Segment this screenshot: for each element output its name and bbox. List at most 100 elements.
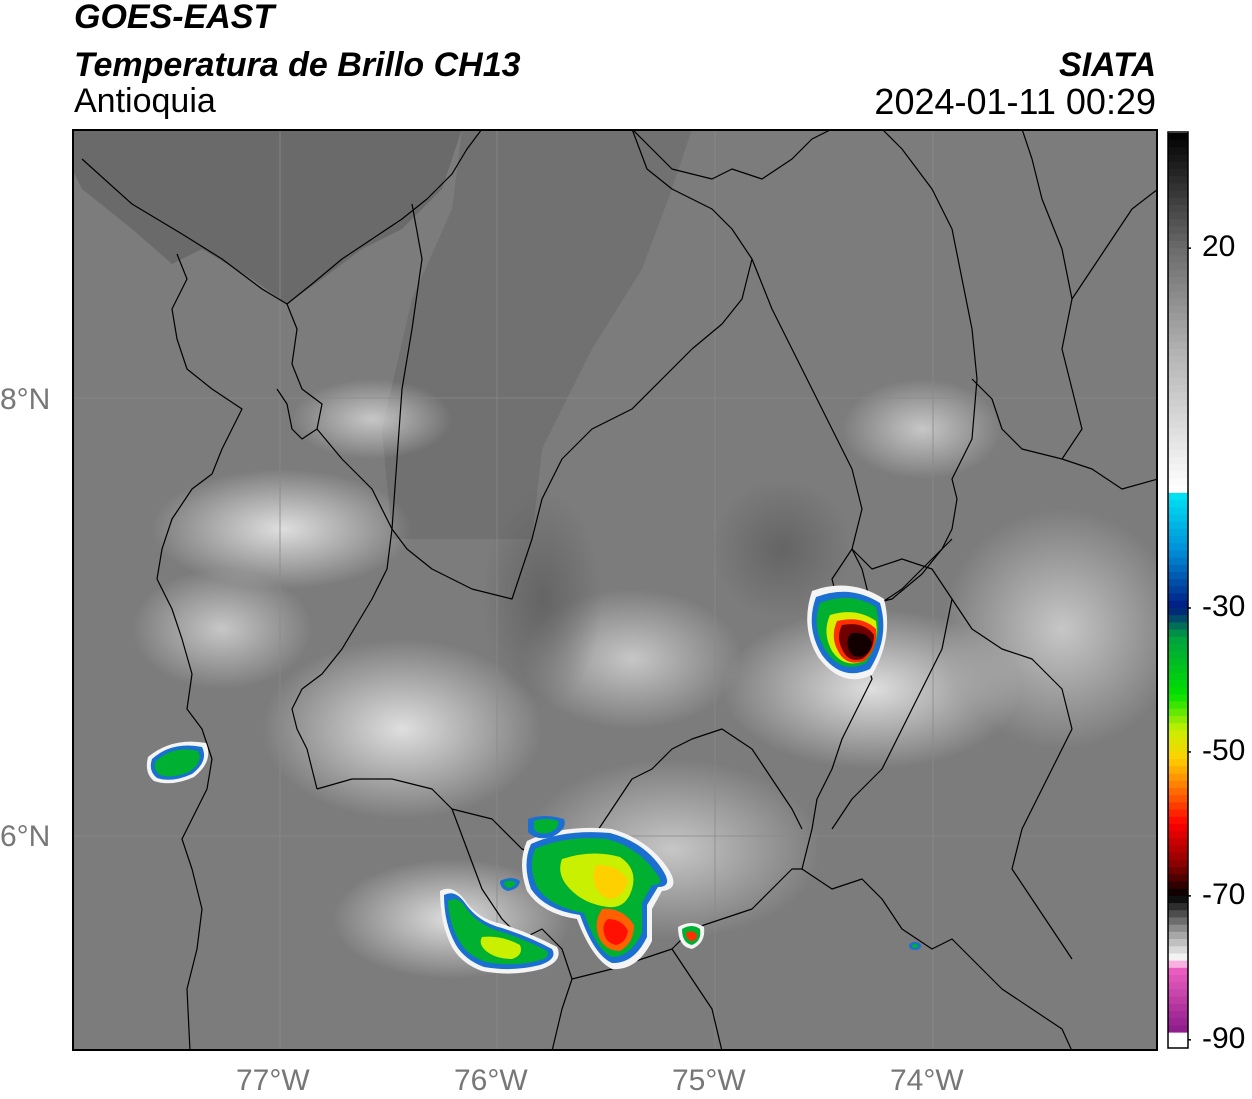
colorbar-band [1168, 392, 1188, 400]
colorbar-band [1168, 204, 1188, 213]
colorbar-tick-label: -50 [1202, 733, 1246, 767]
dark-patch-east [712, 479, 852, 619]
colorbar-bands [1168, 133, 1188, 1048]
cloud-field-northeast [842, 379, 1002, 479]
colorbar-band [1168, 413, 1188, 422]
colorbar-band [1168, 615, 1188, 623]
colorbar-band [1168, 212, 1188, 220]
colorbar-band [1168, 629, 1188, 638]
colorbar-band [1168, 895, 1188, 904]
santander-border [971, 378, 1157, 490]
product-title: Temperatura de Brillo CH13 [74, 46, 521, 84]
colorbar-band [1168, 600, 1188, 609]
cloud-field-central [262, 639, 542, 819]
colorbar-band [1168, 320, 1188, 328]
colorbar-band [1168, 816, 1188, 825]
colorbar-band [1168, 744, 1188, 753]
colorbar-band [1168, 910, 1188, 918]
colorbar-band [1168, 795, 1188, 803]
boundaries [81, 130, 1157, 1050]
colorbar-band [1168, 636, 1188, 645]
cell-tiny-east [909, 942, 921, 950]
venezuela-border [1071, 189, 1157, 300]
colorbar-band [1168, 672, 1188, 681]
colorbar-band [1168, 133, 1188, 141]
colorbar-band [1168, 471, 1188, 479]
colorbar-band [1168, 766, 1188, 774]
colorbar-band [1168, 312, 1188, 321]
colorbar-band [1168, 449, 1188, 458]
colorbar-band [1168, 262, 1188, 271]
antioquia-northeast-border [391, 130, 753, 600]
colorbar-band [1168, 579, 1188, 587]
datetime-label: 2024-01-11 00:29 [874, 81, 1156, 122]
colorbar-band [1168, 363, 1188, 371]
colorbar-band [1168, 1039, 1188, 1048]
colorbar-band [1168, 255, 1188, 263]
colorbar-band [1168, 154, 1188, 163]
colorbar-band [1168, 787, 1188, 796]
magdalena-medio-line [871, 538, 953, 610]
cell-southwest [440, 888, 559, 974]
colorbar-band [1168, 838, 1188, 846]
colorbar-band [1168, 140, 1188, 148]
colorbar-band [1168, 536, 1188, 544]
colorbar-band [1168, 1025, 1188, 1034]
satellite-title: GOES-EAST [74, 0, 275, 36]
colorbar-band [1168, 377, 1188, 386]
boyaca-border [831, 548, 953, 830]
colorbar-band [1168, 931, 1188, 940]
colorbar-band [1168, 550, 1188, 559]
map-frame [72, 129, 1158, 1051]
colorbar-band [1168, 852, 1188, 861]
colorbar-band [1168, 276, 1188, 285]
colorbar-band [1168, 233, 1188, 242]
lon-label-76w: 76°W [454, 1064, 528, 1097]
lat-label-8n: 8°N [0, 383, 51, 416]
colorbar-band [1168, 284, 1188, 292]
colorbar-band [1168, 1032, 1188, 1041]
lon-label-77w: 77°W [236, 1064, 310, 1097]
colorbar-band [1168, 500, 1188, 508]
colorbar-band [1168, 982, 1188, 990]
colorbar-band [1168, 420, 1188, 429]
colorbar-band [1168, 456, 1188, 465]
colorbar-band [1168, 967, 1188, 976]
colorbar-band [1168, 248, 1188, 256]
colorbar-band [1168, 298, 1188, 307]
colorbar-band [1168, 715, 1188, 724]
colorbar-band [1168, 651, 1188, 659]
colorbar-band [1168, 507, 1188, 515]
colorbar-tick-label: 20 [1202, 230, 1236, 264]
colorbar-band [1168, 881, 1188, 890]
colorbar-band [1168, 643, 1188, 652]
colorbar-band [1168, 305, 1188, 314]
colorbar-band [1168, 701, 1188, 710]
dark-patch-central [482, 489, 602, 709]
colorbar-band [1168, 478, 1188, 487]
colorbar-band [1168, 226, 1188, 235]
colorbar-band [1168, 240, 1188, 249]
colorbar-band [1168, 341, 1188, 350]
colorbar-band [1168, 823, 1188, 832]
colorbar-band [1168, 291, 1188, 299]
colorbar-band [1168, 946, 1188, 954]
south-border-2 [551, 978, 573, 1050]
colorbar-band [1168, 730, 1188, 738]
colorbar-band [1168, 917, 1188, 926]
colorbar-band [1168, 183, 1188, 191]
colorbar-band [1168, 572, 1188, 580]
cell-east [807, 585, 888, 680]
colorbar-band [1168, 557, 1188, 566]
colorbar-band [1168, 176, 1188, 184]
colorbar-band [1168, 607, 1188, 616]
colorbar-band [1168, 348, 1188, 357]
colorbar-band [1168, 370, 1188, 379]
south-border-3 [671, 948, 723, 1050]
cell-small-left [500, 878, 520, 891]
bolivar-border-north [632, 130, 832, 180]
colorbar-band [1168, 996, 1188, 1005]
colorbar-tick-label: -30 [1202, 589, 1246, 623]
colorbar-ticks [1188, 247, 1191, 1041]
colorbar-band [1168, 528, 1188, 537]
